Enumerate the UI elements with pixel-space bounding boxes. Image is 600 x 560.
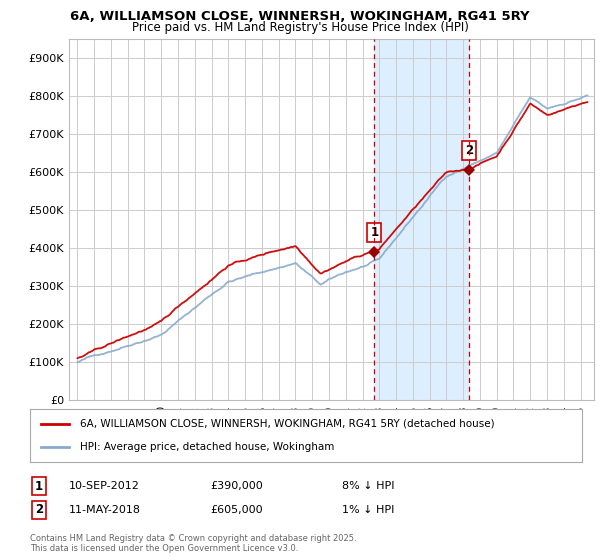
Text: 10-SEP-2012: 10-SEP-2012 (69, 481, 140, 491)
Text: 1% ↓ HPI: 1% ↓ HPI (342, 505, 394, 515)
Text: Contains HM Land Registry data © Crown copyright and database right 2025.
This d: Contains HM Land Registry data © Crown c… (30, 534, 356, 553)
Text: 2: 2 (466, 144, 473, 157)
Text: 8% ↓ HPI: 8% ↓ HPI (342, 481, 395, 491)
Text: Price paid vs. HM Land Registry's House Price Index (HPI): Price paid vs. HM Land Registry's House … (131, 21, 469, 34)
Text: HPI: Average price, detached house, Wokingham: HPI: Average price, detached house, Woki… (80, 442, 334, 452)
Text: 1: 1 (35, 479, 43, 493)
Text: £605,000: £605,000 (210, 505, 263, 515)
Text: 1: 1 (370, 226, 379, 239)
Text: 11-MAY-2018: 11-MAY-2018 (69, 505, 141, 515)
Text: 6A, WILLIAMSON CLOSE, WINNERSH, WOKINGHAM, RG41 5RY: 6A, WILLIAMSON CLOSE, WINNERSH, WOKINGHA… (70, 10, 530, 23)
Text: 2: 2 (35, 503, 43, 516)
Bar (374, 39, 469, 400)
Text: £390,000: £390,000 (210, 481, 263, 491)
Text: 6A, WILLIAMSON CLOSE, WINNERSH, WOKINGHAM, RG41 5RY (detached house): 6A, WILLIAMSON CLOSE, WINNERSH, WOKINGHA… (80, 419, 494, 429)
